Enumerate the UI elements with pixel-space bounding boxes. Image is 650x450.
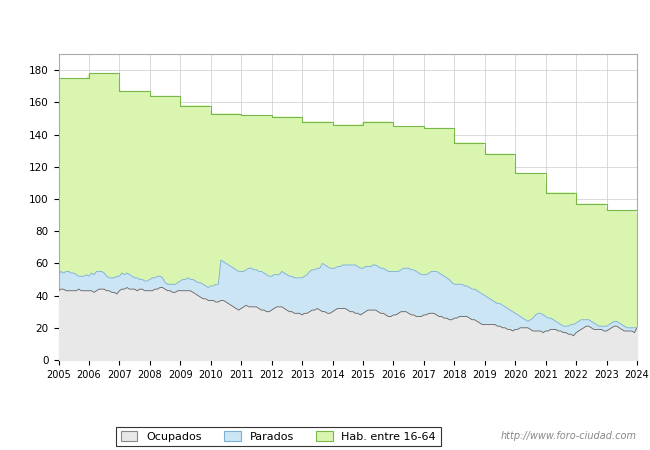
- Text: http://www.foro-ciudad.com: http://www.foro-ciudad.com: [501, 431, 637, 441]
- Text: Poza de la Vega - Evolucion de la poblacion en edad de Trabajar Mayo de 2024: Poza de la Vega - Evolucion de la poblac…: [62, 17, 588, 30]
- Legend: Ocupados, Parados, Hab. entre 16-64: Ocupados, Parados, Hab. entre 16-64: [116, 427, 441, 446]
